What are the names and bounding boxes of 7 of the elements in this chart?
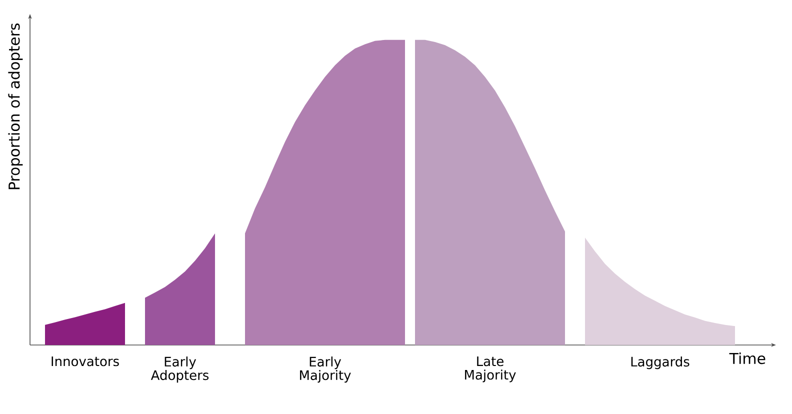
- y-axis-title: Proportion of adopters: [8, 23, 23, 190]
- series-label: Laggards: [631, 356, 690, 370]
- series-label: Late Majority: [465, 356, 516, 382]
- series-label: Early Majority: [300, 356, 351, 383]
- x-axis-title: Time: [729, 352, 766, 364]
- series-label: Innovators: [52, 356, 119, 366]
- series-label: Early Adopters: [150, 356, 209, 383]
